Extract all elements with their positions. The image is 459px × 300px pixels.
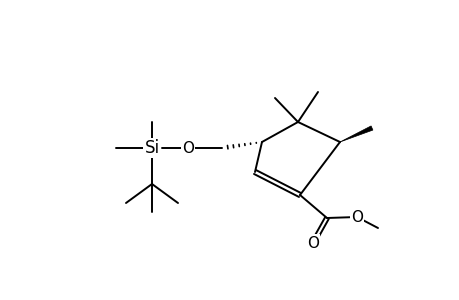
Text: O: O [182,140,194,155]
Polygon shape [339,126,372,142]
Text: Si: Si [144,139,159,157]
Text: O: O [306,236,318,250]
Text: O: O [350,209,362,224]
